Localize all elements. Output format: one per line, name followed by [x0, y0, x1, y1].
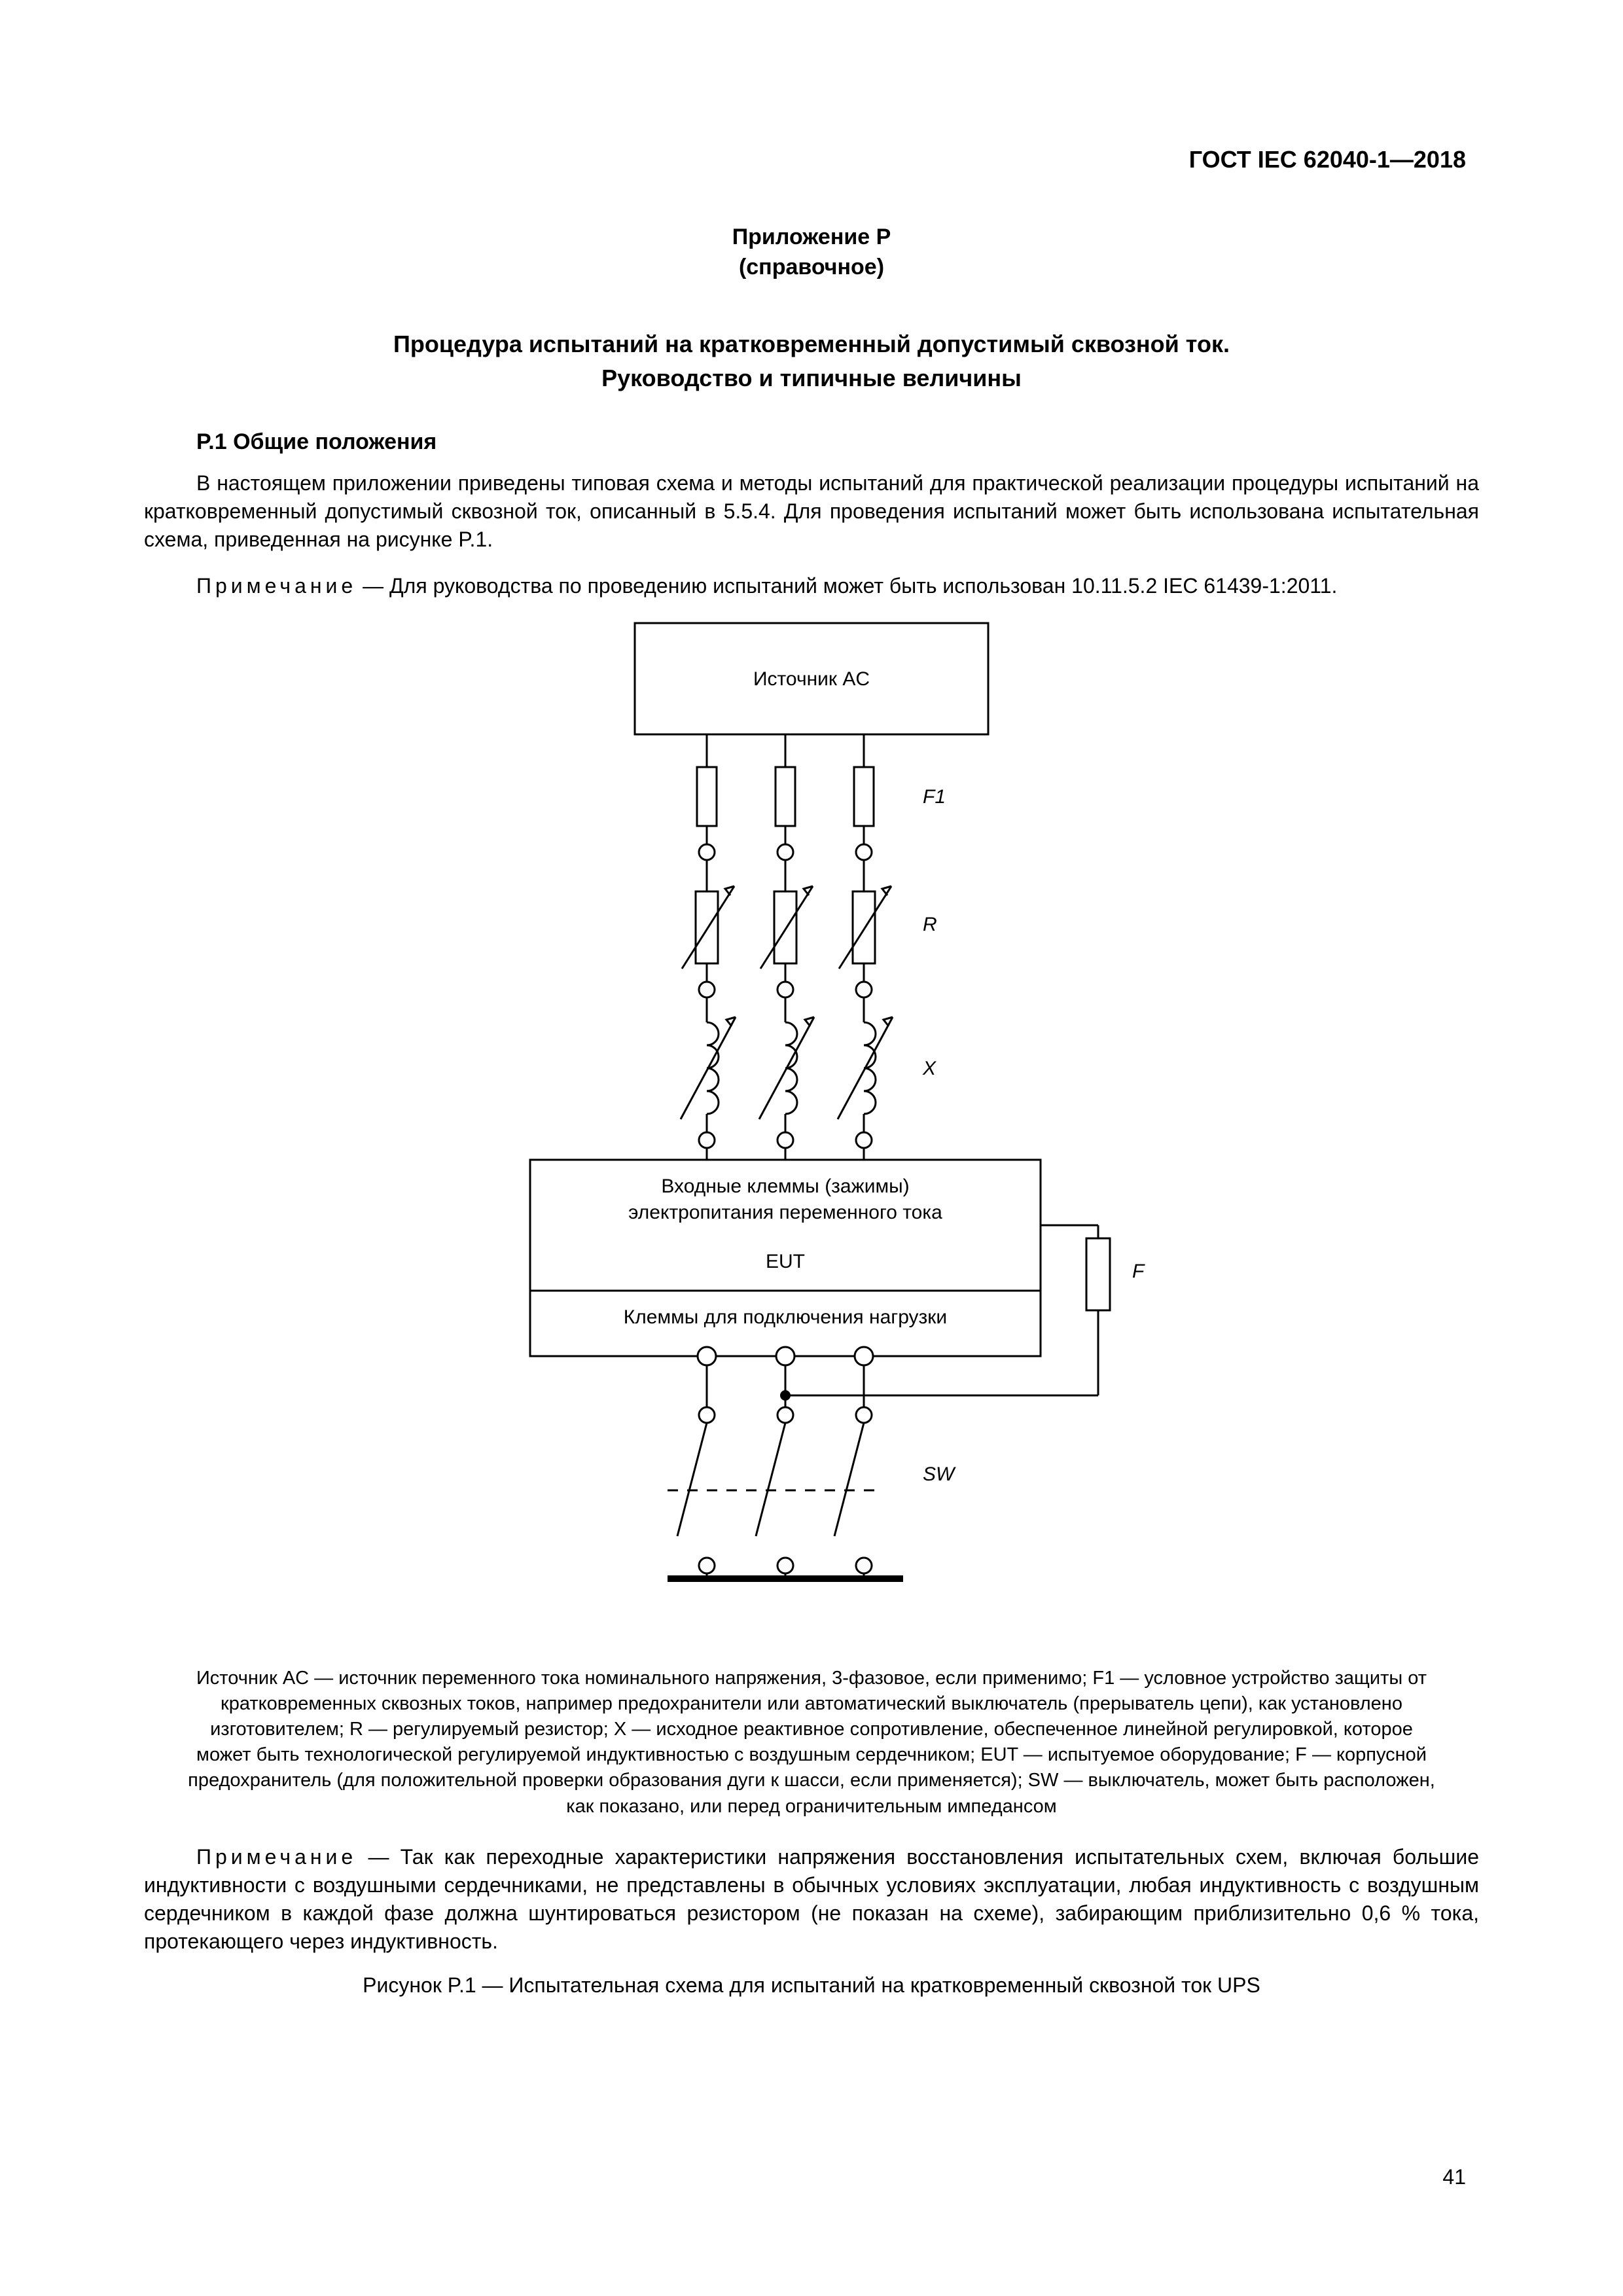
svg-text:EUT: EUT [766, 1251, 805, 1272]
note-body: — Для руководства по проведению испытани… [357, 574, 1337, 598]
schematic-svg: Источник AC F1 R X Входные клеммы (зажимы) эл… [452, 617, 1171, 1638]
figure-legend: Источник AC — источник переменного тока … [183, 1666, 1440, 1820]
svg-text:Входные клеммы (зажимы): Входные клеммы (зажимы) [661, 1175, 909, 1197]
svg-text:F1: F1 [923, 786, 946, 808]
page-subtitle: Руководство и типичные величины [144, 363, 1479, 395]
section-heading-p1: P.1 Общие положения [196, 427, 1479, 457]
annex-label: Приложение P [144, 223, 1479, 253]
page-number: 41 [1442, 2163, 1466, 2191]
note-prefix: Примечание [196, 574, 357, 598]
svg-text:Клеммы для подключения нагрузк: Клеммы для подключения нагрузки [624, 1306, 947, 1328]
svg-text:SW: SW [923, 1463, 956, 1485]
document-code: ГОСТ IEC 62040-1—2018 [1189, 144, 1466, 176]
svg-text:F: F [1132, 1261, 1145, 1282]
page-title: Процедура испытаний на кратковременный д… [144, 329, 1479, 361]
note-1: Примечание — Для руководства по проведен… [144, 572, 1479, 600]
figure-caption: Рисунок P.1 — Испытательная схема для ис… [144, 1971, 1479, 2000]
paragraph-main: В настоящем приложении приведены типовая… [144, 469, 1479, 554]
figure-p1: Источник AC F1 R X Входные клеммы (зажимы) эл… [144, 617, 1479, 1645]
note-2: Примечание — Так как переходные характер… [144, 1843, 1479, 1956]
svg-text:X: X [922, 1058, 936, 1079]
annex-type: (справочное) [144, 253, 1479, 283]
svg-text:электропитания переменного ток: электропитания переменного тока [628, 1202, 942, 1223]
note-prefix: Примечание [196, 1845, 357, 1869]
svg-text:R: R [923, 914, 937, 935]
svg-text:Источник AC: Источник AC [753, 668, 870, 690]
